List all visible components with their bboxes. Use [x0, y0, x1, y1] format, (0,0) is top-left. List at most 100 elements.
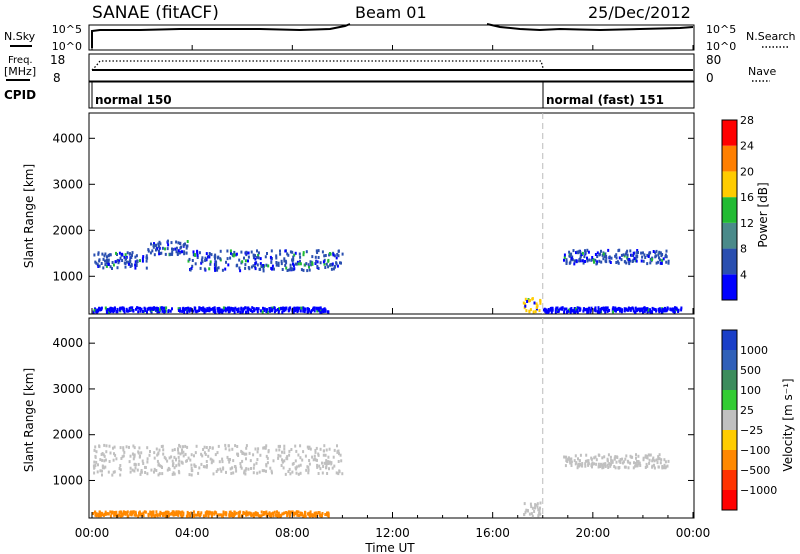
scatter-point [594, 258, 597, 262]
scatter-point [254, 262, 257, 266]
scatter-point [538, 309, 541, 312]
scatter-point [297, 464, 300, 468]
scatter-point [170, 455, 173, 459]
scatter-point [619, 309, 621, 313]
scatter-point [174, 247, 177, 251]
scatter-point [127, 514, 130, 518]
scatter-point [195, 310, 198, 314]
nave-tick-top: 80 [706, 53, 721, 67]
scatter-point [644, 466, 647, 469]
scatter-point [586, 259, 589, 263]
scatter-point [253, 512, 255, 516]
scatter-point [260, 264, 263, 268]
velocity-colorbar-tick: 100 [740, 384, 761, 397]
scatter-point [628, 262, 631, 266]
scatter-point [604, 306, 607, 310]
scatter-point [610, 459, 613, 462]
scatter-point [528, 512, 531, 516]
scatter-point [313, 309, 316, 313]
scatter-point [177, 309, 180, 312]
scatter-point [115, 510, 118, 514]
radar-title: SANAE (fitACF) [92, 3, 219, 23]
scatter-point [133, 446, 136, 450]
scatter-point [198, 306, 201, 310]
scatter-point [328, 252, 331, 255]
scatter-point [299, 511, 302, 515]
scatter-point [211, 446, 214, 450]
scatter-point [127, 309, 130, 313]
scatter-point [646, 262, 649, 266]
scatter-point [229, 458, 231, 461]
scatter-point [109, 451, 112, 455]
scatter-point [270, 309, 273, 313]
scatter-point [636, 307, 639, 311]
scatter-point [254, 254, 256, 258]
scatter-point [149, 450, 151, 453]
scatter-point [655, 309, 658, 313]
scatter-point [173, 511, 176, 515]
scatter-point [317, 472, 320, 475]
scatter-point [228, 510, 231, 514]
scatter-point [111, 261, 114, 264]
scatter-point [244, 259, 247, 263]
scatter-point [322, 260, 325, 264]
scatter-point [208, 309, 211, 313]
scatter-point [262, 266, 265, 270]
scatter-point [537, 514, 540, 518]
scatter-point [180, 245, 182, 249]
scatter-point [138, 446, 141, 450]
scatter-point [585, 308, 588, 312]
scatter-point [615, 256, 618, 260]
scatter-point [232, 459, 235, 463]
scatter-point [185, 251, 188, 255]
scatter-point [245, 452, 248, 456]
velocity-frame [88, 317, 695, 519]
scatter-point [604, 252, 607, 256]
scatter-point [289, 250, 292, 254]
scatter-point [104, 306, 107, 310]
scatter-point [652, 456, 655, 460]
scatter-point [325, 461, 327, 465]
scatter-point [617, 249, 620, 253]
scatter-point [95, 261, 98, 265]
scatter-point [216, 268, 219, 272]
scatter-point [584, 464, 587, 468]
scatter-point [208, 267, 211, 271]
scatter-point [129, 306, 132, 310]
scatter-point [183, 250, 186, 254]
scatter-point [131, 253, 133, 257]
scatter-point [655, 254, 658, 258]
scatter-point [317, 511, 320, 514]
scatter-point [304, 263, 307, 267]
scatter-point [126, 510, 129, 514]
scatter-point [138, 455, 141, 459]
scatter-point [632, 309, 635, 313]
scatter-point [266, 461, 269, 465]
scatter-point [219, 249, 222, 253]
scatter-point [308, 445, 311, 449]
scatter-point [98, 510, 101, 514]
scatter-point [210, 511, 213, 515]
scatter-point [185, 514, 188, 518]
scatter-point [154, 307, 157, 311]
scatter-point [606, 306, 609, 310]
scatter-point [199, 513, 202, 517]
scatter-point [108, 309, 111, 313]
scatter-point [309, 260, 312, 264]
scatter-point [625, 261, 628, 265]
scatter-point [214, 263, 217, 267]
velocity-colorbar-frame [721, 329, 738, 511]
scatter-point [265, 469, 267, 473]
scatter-point [299, 463, 302, 467]
scatter-point [632, 253, 635, 257]
time-axis-label: Time UT [364, 541, 415, 554]
scatter-point [302, 309, 305, 313]
scatter-point [248, 451, 251, 455]
scatter-point [259, 262, 262, 266]
power-colorbar-segment [722, 222, 737, 249]
scatter-point [158, 249, 160, 253]
scatter-point [550, 309, 553, 312]
scatter-point [319, 306, 322, 310]
scatter-point [277, 453, 280, 457]
